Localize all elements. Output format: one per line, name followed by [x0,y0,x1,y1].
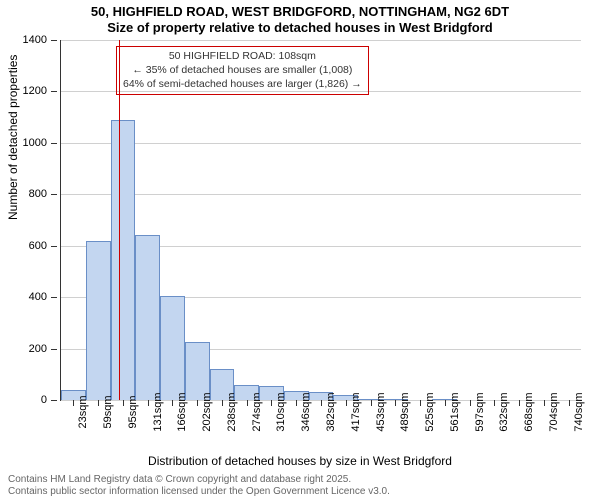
gridline-h [61,143,581,144]
x-tick [346,400,347,406]
chart-title-sub: Size of property relative to detached ho… [0,20,600,35]
y-tick-label: 400 [29,291,47,303]
y-tick [51,194,57,195]
y-tick [51,40,57,41]
histogram-bar [86,241,111,400]
annotation-callout: 50 HIGHFIELD ROAD: 108sqm← 35% of detach… [116,46,369,95]
y-tick-label: 0 [41,394,47,406]
x-tick [371,400,372,406]
y-tick-label: 600 [29,240,47,252]
x-tick [470,400,471,406]
annotation-line: 64% of semi-detached houses are larger (… [123,77,362,91]
histogram-bar [135,235,160,400]
x-tick [148,400,149,406]
x-tick [494,400,495,406]
x-axis-label: Distribution of detached houses by size … [0,454,600,468]
x-tick [73,400,74,406]
y-tick-label: 1200 [23,85,47,97]
gridline-h [61,194,581,195]
histogram-bar [160,296,185,400]
x-tick [296,400,297,406]
footer-line-2: Contains public sector information licen… [8,486,390,498]
x-tick-label: 23sqm [77,395,89,428]
x-tick [98,400,99,406]
y-axis-label: Number of detached properties [6,55,20,220]
x-tick-label: 95sqm [127,395,139,428]
x-tick [271,400,272,406]
x-tick-label: 704sqm [548,392,560,431]
y-tick [51,349,57,350]
x-tick-label: 59sqm [102,395,114,428]
x-tick [569,400,570,406]
annotation-line: ← 35% of detached houses are smaller (1,… [123,63,362,77]
x-tick-label: 597sqm [474,392,486,431]
x-tick [321,400,322,406]
x-tick [247,400,248,406]
footer-attribution: Contains HM Land Registry data © Crown c… [8,474,390,498]
x-tick [420,400,421,406]
plot-area: 020040060080010001200140023sqm59sqm95sqm… [60,40,581,401]
x-tick-label: 489sqm [399,392,411,431]
x-tick [197,400,198,406]
y-tick [51,400,57,401]
histogram-bar [111,120,136,400]
y-tick-label: 200 [29,343,47,355]
histogram-chart: 50, HIGHFIELD ROAD, WEST BRIDGFORD, NOTT… [0,0,600,500]
annotation-line: 50 HIGHFIELD ROAD: 108sqm [123,49,362,63]
y-tick [51,91,57,92]
x-tick-label: 632sqm [498,392,510,431]
x-tick [544,400,545,406]
y-tick-label: 800 [29,188,47,200]
x-tick [445,400,446,406]
x-tick [222,400,223,406]
y-tick [51,297,57,298]
x-tick-label: 740sqm [573,392,585,431]
x-tick-label: 561sqm [449,392,461,431]
y-tick [51,246,57,247]
x-tick [123,400,124,406]
histogram-bar [185,342,210,400]
y-tick-label: 1000 [23,137,47,149]
y-tick [51,143,57,144]
chart-title-main: 50, HIGHFIELD ROAD, WEST BRIDGFORD, NOTT… [0,4,600,19]
x-tick [395,400,396,406]
x-tick [172,400,173,406]
y-tick-label: 1400 [23,34,47,46]
gridline-h [61,40,581,41]
x-tick [519,400,520,406]
x-tick-label: 668sqm [523,392,535,431]
footer-line-1: Contains HM Land Registry data © Crown c… [8,474,390,486]
